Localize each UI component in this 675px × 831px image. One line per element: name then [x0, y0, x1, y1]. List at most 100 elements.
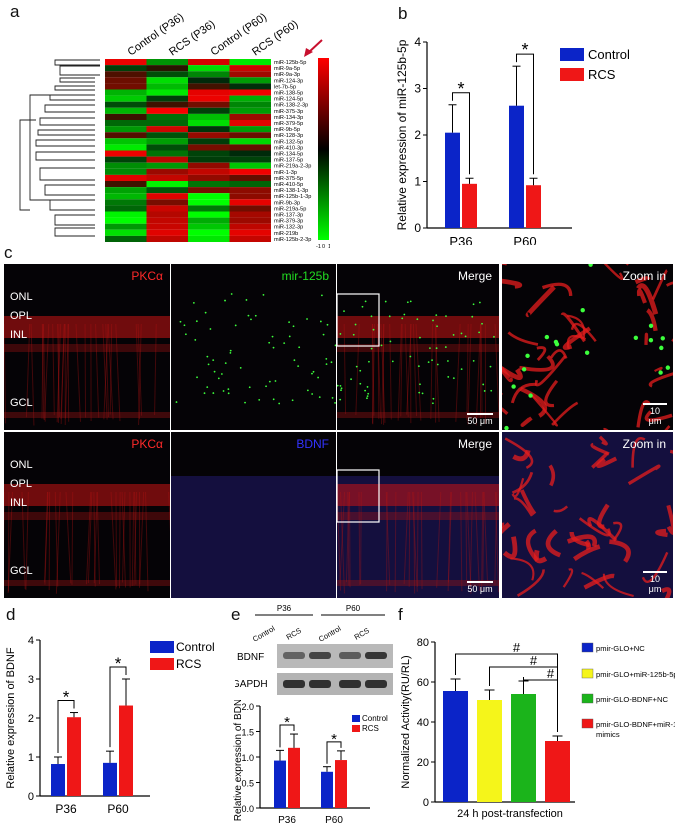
micrograph-image [337, 293, 499, 426]
heatmap-cell [229, 229, 271, 236]
mir-dot [427, 361, 430, 364]
y-tick-label: 0.5 [241, 779, 254, 789]
heatmap-cell [146, 77, 188, 84]
mir-dot [248, 386, 251, 389]
colorbar-tick-label: 0 [322, 244, 325, 250]
heatmap-row-label: miR-219a-5p [274, 206, 306, 212]
mir-dot [234, 324, 237, 327]
micrograph-channel-label: Merge [457, 437, 492, 451]
zoom-region-box [337, 293, 380, 347]
mir-dot [370, 315, 373, 318]
bar [274, 760, 286, 808]
pkc-fiber [545, 529, 562, 558]
heatmap-cell [188, 89, 230, 96]
mir-dot [431, 402, 434, 405]
heatmap-cell [229, 181, 271, 188]
heatmap-cell [146, 120, 188, 127]
bipolar-process [30, 323, 35, 426]
bipolar-process [380, 323, 386, 423]
colorbar-tick-label: -1 [316, 244, 321, 250]
heatmap-cell [188, 132, 230, 139]
heatmap-row-label: miR-125b-1-3p [274, 194, 311, 200]
bipolar-process [55, 491, 61, 594]
heatmap-cell [229, 144, 271, 151]
pkc-fiber [534, 355, 567, 387]
gapdh-band [365, 680, 387, 688]
bipolar-process [469, 491, 473, 585]
pkc-fiber [504, 437, 534, 470]
heatmap-cell [229, 174, 271, 181]
heatmap-row-label: miR-134-3p [274, 115, 303, 121]
legend-swatch [560, 48, 584, 61]
pkc-fiber [631, 437, 646, 468]
mir-dot [250, 318, 252, 321]
heatmap-cell [188, 101, 230, 108]
heatmap-cell [188, 71, 230, 78]
heatmap-cell [229, 187, 271, 194]
mir-dot [447, 376, 450, 378]
micrograph-image [337, 469, 499, 598]
bipolar-process [85, 491, 92, 585]
heatmap-cell [105, 65, 147, 72]
mir-dot [206, 386, 209, 389]
heatmap-row-label: miR-125b-5p [274, 60, 306, 66]
micrograph-channel-label: Merge [457, 269, 492, 283]
heatmap-cell [105, 174, 147, 181]
x-axis-label: 24 h post-transfection [457, 808, 563, 820]
heatmap-cell [229, 107, 271, 114]
dendrogram-branch [54, 85, 95, 91]
pkc-fiber [666, 504, 673, 535]
mir-dot [406, 301, 409, 304]
significance-hash: # [547, 666, 555, 681]
legend-label: RCS [362, 724, 379, 733]
western-band-label: GAPDH [235, 679, 268, 690]
opl-stain [4, 316, 170, 338]
micrograph-channel-label: Zoom in [622, 437, 666, 451]
pkc-fiber [553, 505, 569, 513]
bipolar-process [87, 491, 93, 584]
significance-star: * [331, 731, 337, 748]
heatmap-cell [105, 193, 147, 200]
mir-dot [322, 333, 325, 336]
pkc-fiber [602, 573, 634, 597]
legend-swatch [150, 641, 174, 653]
mir-dot [436, 325, 438, 328]
heatmap-cell [229, 217, 271, 224]
heatmap-row-label: miR-134-5p [274, 152, 303, 158]
mir-dot [490, 389, 493, 392]
heatmap-cell [146, 193, 188, 200]
significance-bracket [109, 666, 127, 748]
bipolar-process [134, 491, 137, 585]
y-tick-label: 3 [414, 82, 421, 96]
mir-dot [321, 294, 323, 297]
panel-label-b: b [398, 4, 408, 23]
bipolar-process [21, 491, 26, 590]
mir-dot [384, 300, 387, 303]
x-tick-label: P36 [55, 802, 77, 816]
bipolar-process [4, 323, 7, 424]
heatmap-cell [146, 95, 188, 102]
mir-dot [648, 323, 654, 328]
heatmap-cell [146, 101, 188, 108]
panel-label-a: a [10, 2, 20, 21]
heatmap-cell [188, 113, 230, 120]
mir-dot [258, 398, 261, 401]
pkc-fiber [516, 569, 545, 597]
heatmap-cell [188, 229, 230, 236]
pkc-fiber [603, 264, 624, 280]
pkc-fiber [665, 281, 673, 287]
significance-bracket [279, 724, 295, 748]
pkc-fiber [644, 410, 673, 422]
bipolar-process [480, 323, 483, 418]
mir-dot [195, 320, 198, 323]
heatmap-cell [188, 138, 230, 145]
mir-dot [272, 346, 275, 349]
y-tick-label: 0.0 [241, 804, 254, 814]
heatmap-cell [146, 168, 188, 175]
heatmap-cell [188, 193, 230, 200]
bipolar-process [121, 491, 126, 583]
mir-dot [230, 293, 233, 295]
mir-dot [584, 350, 590, 355]
mir-dot [206, 355, 209, 358]
